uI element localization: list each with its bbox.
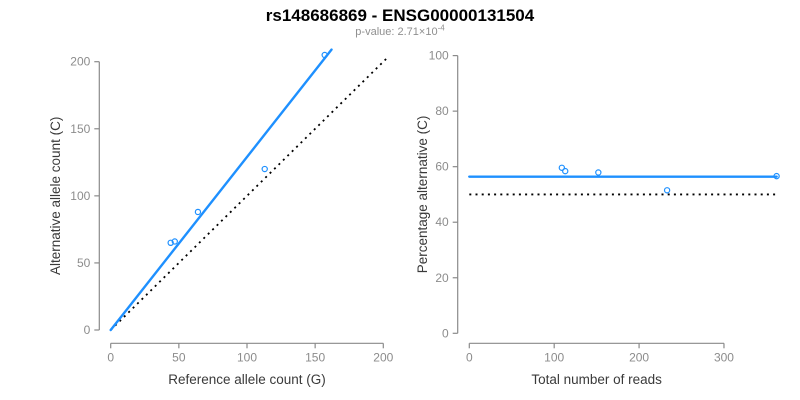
y-tick-label: 40 [435,215,449,229]
y-tick-label: 200 [70,55,90,69]
y-axis-label: Alternative allele count (C) [48,117,63,275]
data-point [595,169,602,176]
x-tick-label: 200 [373,350,393,364]
data-point [321,51,328,59]
x-tick-label: 300 [714,350,734,364]
data-point [773,172,780,180]
x-tick-label: 100 [544,350,564,364]
figure-title: rs148686869 - ENSG00000131504 [265,6,535,25]
y-tick-label: 100 [70,189,90,203]
reference-dotted-line [110,57,389,331]
fit-line [109,48,333,332]
x-tick-label: 100 [237,350,257,364]
y-tick-label: 150 [70,122,90,136]
p-value-subtitle: p-value: 2.71×10-4 [0,23,800,38]
x-axis-label: Total number of reads [531,372,662,387]
x-tick-label: 50 [172,350,186,364]
y-tick-label: 60 [435,160,449,174]
data-point [194,208,202,216]
y-tick-label: 80 [435,104,449,118]
panel-percentage-alternative: 0 100 200 300 0 20 40 60 80 100 Total number of re… [415,49,780,387]
panel-allele-counts: 0 50 100 150 200 0 50 100 150 200 Reference allele… [48,48,394,387]
data-point [167,239,174,247]
data-point [558,164,566,171]
y-axis-label: Percentage alternative (C) [415,116,430,274]
p-value-text: p-value: 2.71×10 [355,26,438,38]
data-point [562,167,569,175]
y-tick-label: 100 [429,49,449,63]
data-point [171,238,178,245]
x-tick-label: 150 [305,350,325,364]
x-tick-label: 0 [107,350,114,364]
data-point [261,165,268,173]
data-point [663,187,671,194]
y-tick-label: 20 [435,271,449,285]
x-tick-label: 200 [629,350,649,364]
y-tick-label: 50 [77,256,91,270]
x-tick-label: 0 [466,350,473,364]
p-value-exponent: -4 [437,23,445,33]
y-tick-label: 0 [442,326,449,340]
y-tick-label: 0 [84,323,91,337]
x-axis-label: Reference allele count (G) [168,372,326,387]
